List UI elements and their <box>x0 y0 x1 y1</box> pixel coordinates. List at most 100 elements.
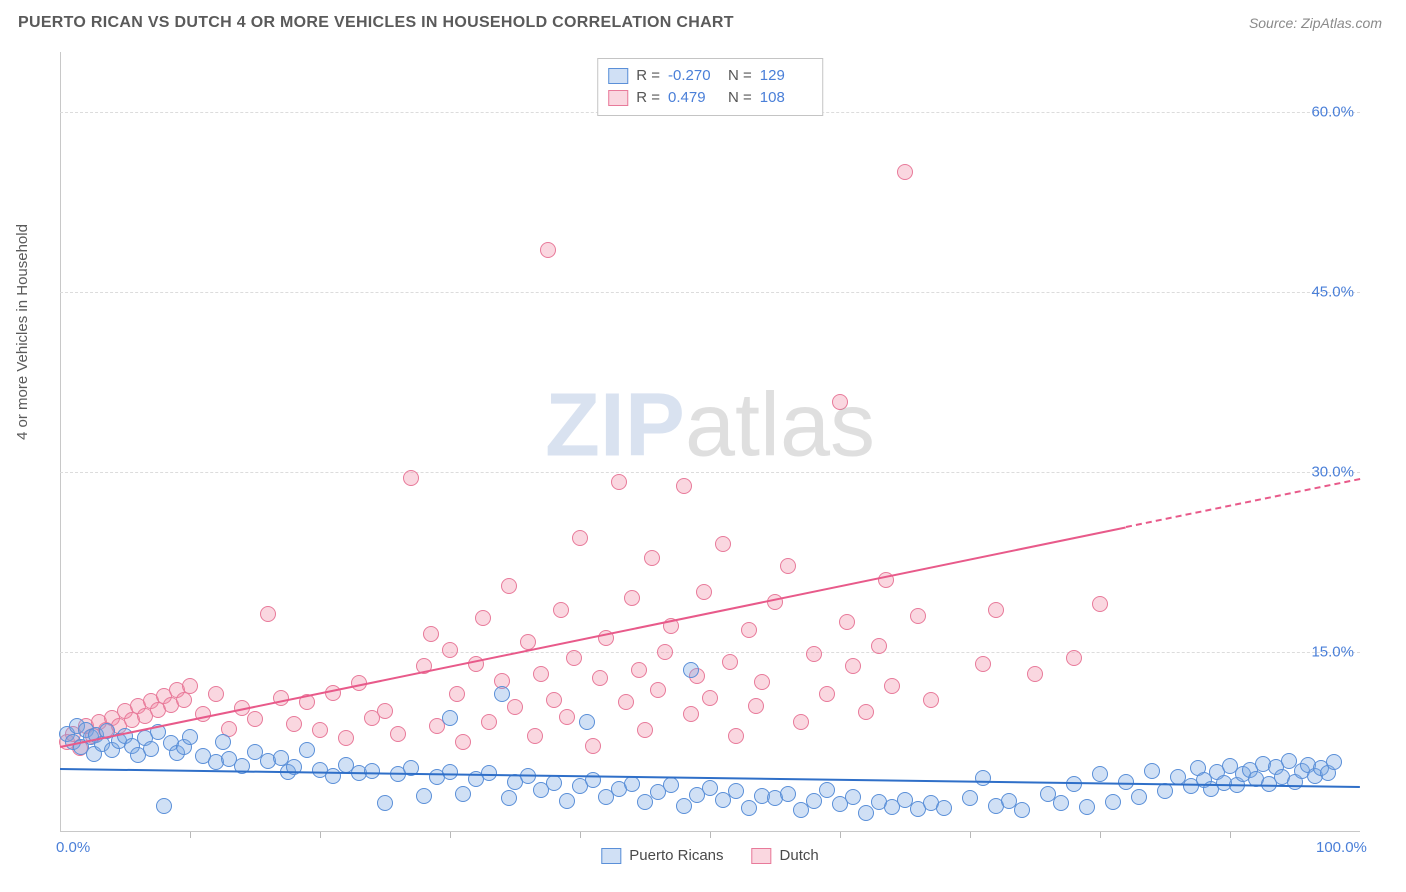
scatter-point-dutch <box>501 578 517 594</box>
scatter-point-dutch <box>559 709 575 725</box>
legend-label-dutch: Dutch <box>780 847 819 864</box>
y-tick-label: 30.0% <box>1311 464 1354 481</box>
scatter-point-dutch <box>176 692 192 708</box>
scatter-point-puerto_ricans <box>559 793 575 809</box>
scatter-point-dutch <box>676 478 692 494</box>
scatter-point-dutch <box>793 714 809 730</box>
x-tick-mark <box>190 832 191 838</box>
gridline-horizontal <box>60 652 1360 653</box>
scatter-point-dutch <box>631 662 647 678</box>
scatter-point-dutch <box>683 706 699 722</box>
scatter-point-dutch <box>819 686 835 702</box>
scatter-point-puerto_ricans <box>1157 783 1173 799</box>
legend-swatch-pr <box>601 848 621 864</box>
scatter-point-puerto_ricans <box>299 742 315 758</box>
scatter-point-puerto_ricans <box>741 800 757 816</box>
stats-box: R = -0.270 N = 129 R = 0.479 N = 108 <box>597 58 823 116</box>
scatter-point-dutch <box>312 722 328 738</box>
scatter-point-dutch <box>884 678 900 694</box>
scatter-point-puerto_ricans <box>702 780 718 796</box>
scatter-point-puerto_ricans <box>455 786 471 802</box>
x-tick-mark <box>580 832 581 838</box>
y-axis-label: 4 or more Vehicles in Household <box>14 224 31 440</box>
scatter-point-puerto_ricans <box>676 798 692 814</box>
scatter-point-dutch <box>533 666 549 682</box>
scatter-point-puerto_ricans <box>962 790 978 806</box>
legend-swatch-dutch <box>752 848 772 864</box>
scatter-point-dutch <box>182 678 198 694</box>
scatter-point-dutch <box>650 682 666 698</box>
scatter-point-puerto_ricans <box>1092 766 1108 782</box>
r-label: R = <box>636 87 660 109</box>
legend-item-dutch: Dutch <box>752 847 819 864</box>
scatter-point-puerto_ricans <box>936 800 952 816</box>
scatter-point-dutch <box>423 626 439 642</box>
chart-title: PUERTO RICAN VS DUTCH 4 OR MORE VEHICLES… <box>18 14 734 32</box>
x-tick-label: 0.0% <box>56 839 90 856</box>
swatch-dutch <box>608 90 628 106</box>
y-tick-label: 15.0% <box>1311 644 1354 661</box>
scatter-point-dutch <box>481 714 497 730</box>
scatter-point-dutch <box>592 670 608 686</box>
scatter-point-puerto_ricans <box>182 729 198 745</box>
scatter-point-dutch <box>611 474 627 490</box>
n-label: N = <box>728 87 752 109</box>
scatter-point-dutch <box>988 602 1004 618</box>
scatter-point-dutch <box>839 614 855 630</box>
scatter-point-dutch <box>897 164 913 180</box>
scatter-point-puerto_ricans <box>1105 794 1121 810</box>
scatter-point-dutch <box>566 650 582 666</box>
scatter-point-dutch <box>722 654 738 670</box>
gridline-horizontal <box>60 292 1360 293</box>
scatter-point-dutch <box>1092 596 1108 612</box>
scatter-point-dutch <box>728 728 744 744</box>
scatter-point-dutch <box>338 730 354 746</box>
scatter-point-dutch <box>975 656 991 672</box>
scatter-point-dutch <box>696 584 712 600</box>
scatter-point-dutch <box>644 550 660 566</box>
scatter-point-dutch <box>540 242 556 258</box>
scatter-point-dutch <box>1066 650 1082 666</box>
scatter-point-puerto_ricans <box>663 777 679 793</box>
scatter-point-puerto_ricans <box>819 782 835 798</box>
trendline-dutch <box>60 526 1126 748</box>
scatter-point-puerto_ricans <box>364 763 380 779</box>
scatter-point-puerto_ricans <box>494 686 510 702</box>
trendline-dutch-extrapolated <box>1126 478 1360 528</box>
scatter-point-dutch <box>475 610 491 626</box>
scatter-point-dutch <box>247 711 263 727</box>
x-tick-mark <box>970 832 971 838</box>
x-tick-mark <box>320 832 321 838</box>
scatter-point-puerto_ricans <box>546 775 562 791</box>
plot-region: 15.0%30.0%45.0%60.0%0.0%100.0% <box>60 52 1360 832</box>
n-label: N = <box>728 65 752 87</box>
y-tick-label: 60.0% <box>1311 104 1354 121</box>
scatter-point-dutch <box>741 622 757 638</box>
scatter-point-dutch <box>572 530 588 546</box>
scatter-point-dutch <box>553 602 569 618</box>
scatter-point-puerto_ricans <box>215 734 231 750</box>
scatter-point-dutch <box>449 686 465 702</box>
scatter-point-dutch <box>657 644 673 660</box>
scatter-point-dutch <box>845 658 861 674</box>
x-tick-mark <box>450 832 451 838</box>
scatter-point-dutch <box>585 738 601 754</box>
scatter-point-dutch <box>442 642 458 658</box>
n-value-pr: 129 <box>760 65 812 87</box>
legend-label-pr: Puerto Ricans <box>629 847 723 864</box>
scatter-point-dutch <box>702 690 718 706</box>
y-axis-line <box>60 52 61 832</box>
scatter-point-puerto_ricans <box>1053 795 1069 811</box>
stats-row-pr: R = -0.270 N = 129 <box>608 65 812 87</box>
chart-area: 15.0%30.0%45.0%60.0%0.0%100.0% ZIPatlas … <box>60 52 1360 832</box>
scatter-point-dutch <box>1027 666 1043 682</box>
source-label: Source: ZipAtlas.com <box>1249 15 1382 31</box>
x-tick-mark <box>1100 832 1101 838</box>
scatter-point-puerto_ricans <box>501 790 517 806</box>
scatter-point-puerto_ricans <box>325 768 341 784</box>
scatter-point-dutch <box>858 704 874 720</box>
scatter-point-dutch <box>637 722 653 738</box>
scatter-point-puerto_ricans <box>780 786 796 802</box>
scatter-point-puerto_ricans <box>377 795 393 811</box>
scatter-point-dutch <box>618 694 634 710</box>
